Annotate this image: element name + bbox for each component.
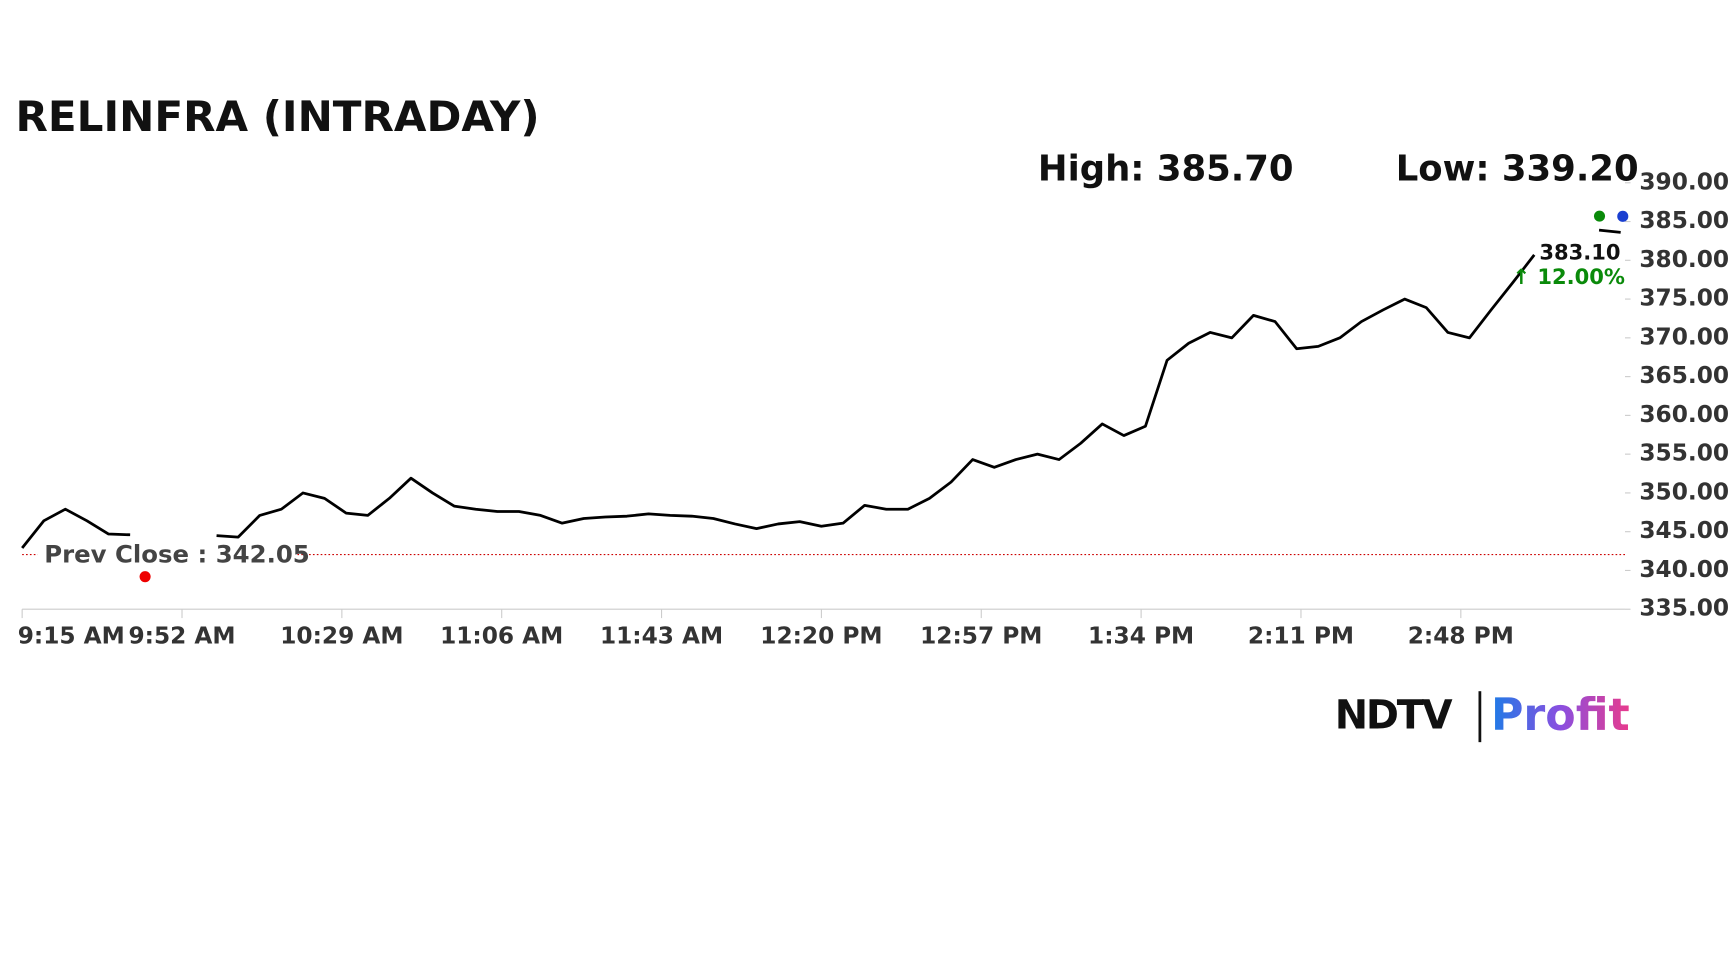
high-label: High: 385.70 bbox=[1038, 149, 1294, 190]
logo-ndtv: NDTV bbox=[1335, 692, 1453, 738]
last-marker bbox=[1617, 210, 1629, 222]
y-tick-label: 335.00 bbox=[1639, 595, 1728, 622]
x-tick-label: 1:34 PM bbox=[1088, 622, 1194, 649]
y-tick-label: 370.00 bbox=[1639, 323, 1728, 350]
x-tick-label: 9:52 AM bbox=[128, 622, 235, 649]
y-tick-label: 390.00 bbox=[1639, 168, 1728, 195]
y-tick-label: 360.00 bbox=[1639, 401, 1728, 428]
price-line bbox=[21, 228, 1621, 549]
y-tick-label: 350.00 bbox=[1639, 478, 1728, 505]
last-value-label: 383.10 bbox=[1539, 240, 1620, 265]
prev-close-bg bbox=[37, 539, 297, 568]
y-tick-label: 375.00 bbox=[1639, 285, 1728, 312]
x-tick-label: 2:11 PM bbox=[1248, 622, 1354, 649]
x-tick-label: 11:43 AM bbox=[600, 622, 723, 649]
y-tick-label: 340.00 bbox=[1639, 556, 1728, 583]
x-tick-label: 9:15 AM bbox=[18, 622, 125, 649]
high-marker bbox=[1593, 210, 1606, 222]
x-tick-label: 2:48 PM bbox=[1408, 622, 1514, 649]
logo-profit: Profit bbox=[1491, 690, 1630, 741]
prev-close-label: Prev Close : 342.05 bbox=[44, 540, 309, 569]
y-tick-label: 355.00 bbox=[1639, 440, 1728, 467]
x-tick-label: 12:57 PM bbox=[920, 622, 1042, 649]
low-label: Low: 339.20 bbox=[1396, 149, 1639, 190]
y-tick-label: 385.00 bbox=[1639, 207, 1728, 234]
x-tick-label: 11:06 AM bbox=[440, 622, 563, 649]
y-tick-label: 365.00 bbox=[1639, 362, 1728, 389]
y-tick-label: 380.00 bbox=[1639, 246, 1728, 273]
x-tick-label: 12:20 PM bbox=[760, 622, 882, 649]
x-tick-label: 10:29 AM bbox=[280, 622, 403, 649]
chart-title: RELINFRA (INTRADAY) bbox=[16, 92, 540, 141]
y-tick-label: 345.00 bbox=[1639, 517, 1728, 544]
low-marker bbox=[139, 571, 151, 583]
change-label: ↑ 12.00% bbox=[1512, 264, 1625, 289]
